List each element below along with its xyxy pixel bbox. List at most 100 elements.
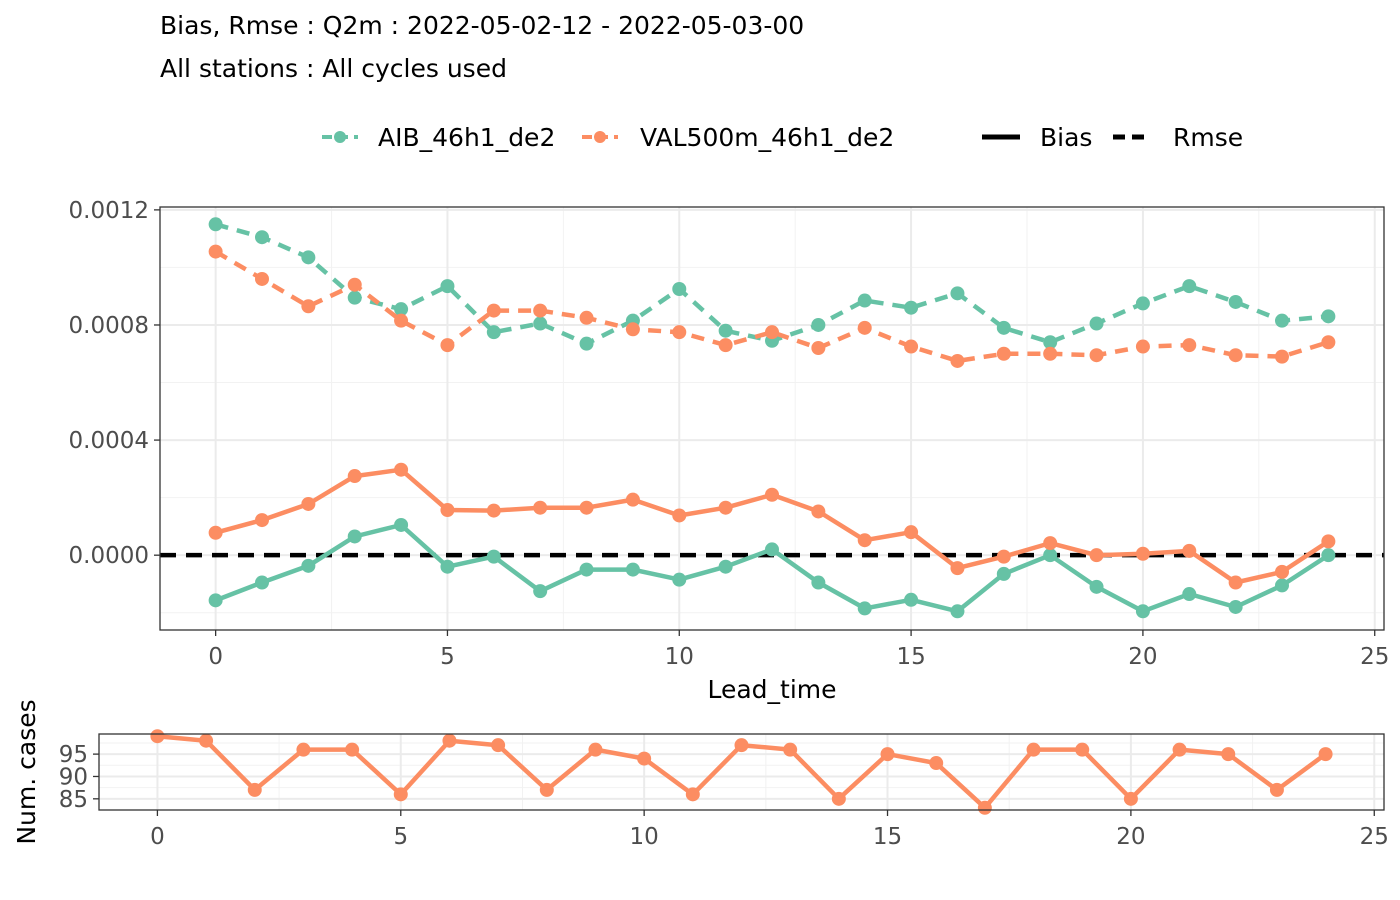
data-point-rmse-val500m_46h1_de2 [950,353,965,368]
x-tick-label: 0 [208,644,223,670]
data-point-cases-val500m_46h1_de2 [880,747,895,762]
data-point-rmse-aib_46h1_de2 [533,316,548,331]
data-point-bias-aib_46h1_de2 [996,566,1011,581]
data-point-rmse-aib_46h1_de2 [208,217,223,232]
data-point-rmse-val500m_46h1_de2 [301,299,316,314]
data-point-bias-val500m_46h1_de2 [255,513,269,528]
data-point-bias-val500m_46h1_de2 [904,525,919,540]
panel-border [159,206,1385,631]
legend-item-rmse: Rmse [1113,123,1243,152]
data-point-rmse-val500m_46h1_de2 [1182,338,1197,353]
data-point-cases-val500m_46h1_de2 [637,751,652,766]
data-point-bias-aib_46h1_de2 [486,549,501,564]
data-point-cases-val500m_46h1_de2 [296,742,311,757]
data-point-bias-val500m_46h1_de2 [811,504,826,519]
x-tick-label: 5 [393,824,408,850]
data-point-bias-val500m_46h1_de2 [718,500,733,515]
data-point-bias-val500m_46h1_de2 [996,549,1011,564]
data-point-bias-aib_46h1_de2 [1228,599,1243,614]
data-point-bias-aib_46h1_de2 [440,559,455,574]
data-point-rmse-aib_46h1_de2 [579,336,594,351]
legend-key-point-val [594,131,606,143]
x-tick-label: 15 [896,644,925,670]
data-point-bias-val500m_46h1_de2 [625,492,640,507]
data-point-rmse-aib_46h1_de2 [1275,313,1289,328]
data-point-rmse-val500m_46h1_de2 [347,277,362,292]
y-tick-label: 95 [59,742,88,768]
y-tick-label: 85 [59,787,88,813]
data-point-bias-aib_46h1_de2 [811,575,826,590]
data-point-cases-val500m_46h1_de2 [929,756,944,771]
data-point-rmse-aib_46h1_de2 [950,286,965,301]
data-point-rmse-val500m_46h1_de2 [811,341,826,355]
data-point-bias-val500m_46h1_de2 [765,487,779,502]
x-tick-label: 10 [665,644,694,670]
legend: AIB_46h1_de2 VAL500m_46h1_de2 Bias Rmse [322,123,1243,152]
x-tick-label: 0 [150,824,165,850]
data-point-bias-aib_46h1_de2 [1135,604,1150,619]
data-point-rmse-val500m_46h1_de2 [533,303,548,318]
data-point-cases-val500m_46h1_de2 [783,742,798,757]
data-point-rmse-val500m_46h1_de2 [1228,348,1243,363]
data-point-bias-val500m_46h1_de2 [440,503,455,518]
data-point-bias-aib_46h1_de2 [718,559,733,574]
data-point-rmse-aib_46h1_de2 [1043,335,1058,350]
data-point-cases-val500m_46h1_de2 [1269,782,1284,797]
data-point-rmse-aib_46h1_de2 [486,325,501,340]
data-point-rmse-val500m_46h1_de2 [1275,349,1289,364]
legend-label-val: VAL500m_46h1_de2 [640,123,894,152]
data-point-bias-aib_46h1_de2 [625,562,640,577]
data-point-bias-aib_46h1_de2 [533,584,548,599]
data-point-cases-val500m_46h1_de2 [831,791,846,806]
data-point-cases-val500m_46h1_de2 [1123,791,1138,806]
data-point-bias-val500m_46h1_de2 [1089,548,1104,563]
data-point-cases-val500m_46h1_de2 [345,742,360,757]
data-point-bias-val500m_46h1_de2 [486,503,501,518]
data-point-cases-val500m_46h1_de2 [1172,742,1187,757]
data-point-bias-aib_46h1_de2 [255,575,269,590]
data-point-cases-val500m_46h1_de2 [1075,742,1090,757]
data-point-cases-val500m_46h1_de2 [393,787,408,802]
data-point-cases-val500m_46h1_de2 [539,782,554,797]
data-point-rmse-aib_46h1_de2 [394,302,409,317]
series-line-bias-aib_46h1_de2 [214,522,1330,614]
data-point-rmse-val500m_46h1_de2 [625,322,640,337]
data-point-rmse-val500m_46h1_de2 [996,346,1011,361]
data-point-bias-val500m_46h1_de2 [1321,534,1336,549]
data-point-cases-val500m_46h1_de2 [491,738,506,753]
y-tick-label: 0.0000 [69,543,149,569]
data-point-bias-val500m_46h1_de2 [950,561,965,576]
data-point-rmse-aib_46h1_de2 [301,250,316,265]
data-point-rmse-val500m_46h1_de2 [1089,348,1104,363]
y-tick-label: 0.0008 [69,313,149,339]
data-point-bias-val500m_46h1_de2 [1135,546,1150,561]
data-point-rmse-val500m_46h1_de2 [440,338,455,353]
data-point-rmse-aib_46h1_de2 [811,317,826,332]
data-point-bias-aib_46h1_de2 [1043,548,1058,563]
data-point-rmse-aib_46h1_de2 [672,282,687,297]
x-tick-label: 25 [1360,824,1389,850]
legend-item-bias: Bias [982,123,1092,152]
series-line-bias-val500m_46h1_de2 [215,467,1330,585]
data-point-cases-val500m_46h1_de2 [1026,742,1041,757]
data-point-cases-val500m_46h1_de2 [977,800,992,815]
data-point-bias-val500m_46h1_de2 [1275,564,1289,579]
data-point-cases-val500m_46h1_de2 [1318,747,1333,762]
legend-item-val: VAL500m_46h1_de2 [582,123,894,152]
cases-y-axis-title: Num. cases [12,699,41,844]
data-point-rmse-val500m_46h1_de2 [579,310,594,325]
data-point-bias-aib_46h1_de2 [394,517,409,532]
data-point-bias-aib_46h1_de2 [765,542,779,557]
data-point-rmse-aib_46h1_de2 [255,230,269,245]
data-point-bias-val500m_46h1_de2 [394,462,409,477]
data-point-rmse-aib_46h1_de2 [904,300,919,315]
legend-label-aib: AIB_46h1_de2 [378,123,555,152]
data-point-rmse-aib_46h1_de2 [857,293,872,308]
legend-label-bias: Bias [1040,123,1092,152]
data-point-rmse-val500m_46h1_de2 [486,303,501,318]
data-point-rmse-aib_46h1_de2 [347,290,362,305]
data-point-cases-val500m_46h1_de2 [199,733,214,748]
x-tick-label: 5 [440,644,455,670]
data-point-rmse-val500m_46h1_de2 [208,244,223,259]
